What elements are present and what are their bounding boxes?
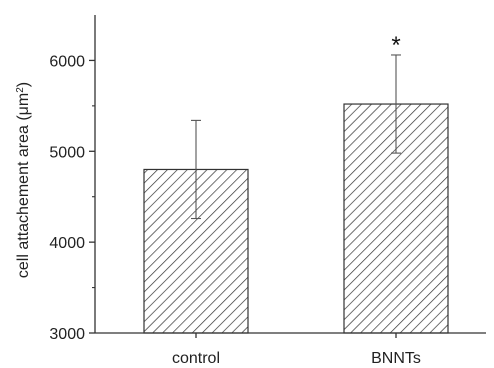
y-tick-label-4000: 4000 <box>49 235 85 252</box>
y-axis-title-prefix: cell attachement area ( <box>15 115 32 278</box>
bars-layer <box>143 103 449 334</box>
x-tick-label-bnnts: BNNTs <box>371 350 421 367</box>
significance-marker-bnnts: * <box>391 32 400 59</box>
y-tick-label-6000: 6000 <box>49 53 85 70</box>
error-bar-control <box>191 119 201 220</box>
annotations-layer: * <box>391 32 400 59</box>
y-tick-label-3000: 3000 <box>49 326 85 343</box>
y-axis-title-unit: μm <box>15 93 32 116</box>
x-tick-label-control: control <box>172 350 220 367</box>
y-axis-title-unit-exponent: 2 <box>15 87 26 93</box>
x-ticks-layer: control BNNTs <box>172 333 421 367</box>
y-axis-title: cell attachement area (μm2) <box>15 82 33 278</box>
y-ticks-layer: 3000 4000 5000 6000 <box>49 53 95 343</box>
error-bars-layer <box>191 54 401 220</box>
y-tick-label-5000: 5000 <box>49 144 85 161</box>
error-bar-bnnts <box>391 54 401 154</box>
y-axis-title-suffix: ) <box>15 82 32 87</box>
